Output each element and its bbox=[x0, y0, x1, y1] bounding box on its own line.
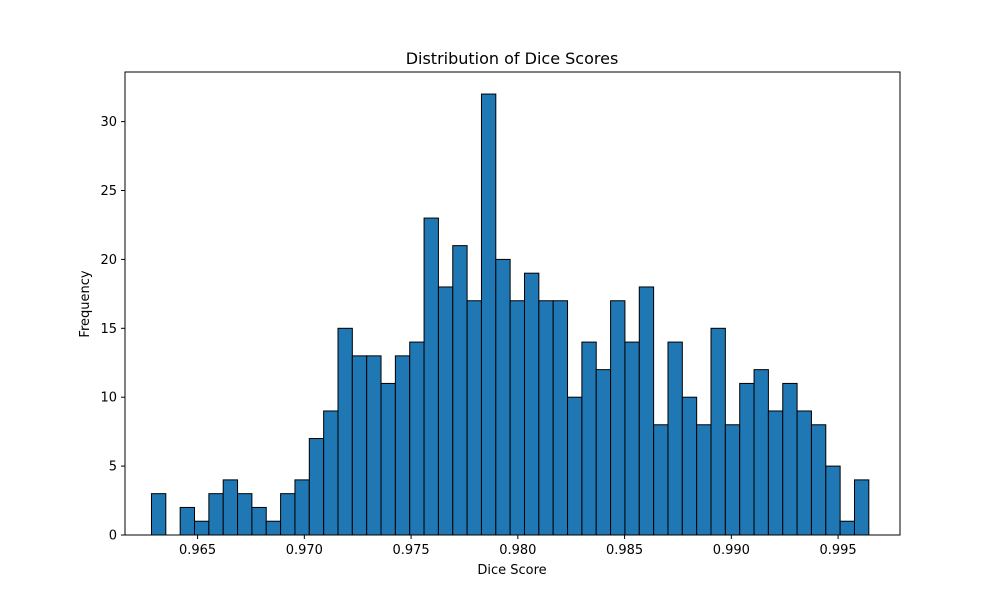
y-tick-label: 0 bbox=[109, 529, 117, 544]
y-tick-label: 5 bbox=[109, 460, 117, 475]
histogram-bar bbox=[739, 382, 755, 536]
histogram-bar bbox=[265, 520, 282, 536]
histogram-bar bbox=[653, 424, 669, 536]
histogram-bar bbox=[724, 424, 741, 536]
histogram-bar bbox=[567, 396, 583, 536]
y-tick-label: 20 bbox=[100, 253, 117, 268]
histogram-bar bbox=[380, 382, 396, 536]
histogram-bar bbox=[237, 493, 253, 536]
histogram-bar bbox=[179, 506, 196, 536]
x-tick-label: 0.990 bbox=[713, 543, 750, 558]
histogram-bar bbox=[351, 355, 368, 536]
x-tick-label: 0.985 bbox=[606, 543, 643, 558]
histogram-bar bbox=[150, 493, 167, 536]
histogram-bar bbox=[308, 438, 325, 536]
y-axis-label: Frequency bbox=[78, 270, 93, 337]
histogram-bar bbox=[280, 493, 296, 536]
histogram-bar bbox=[538, 300, 554, 536]
x-tick-label: 0.995 bbox=[819, 543, 856, 558]
histogram-bar bbox=[753, 369, 769, 536]
histogram-bar bbox=[782, 382, 798, 536]
histogram-bar bbox=[480, 93, 497, 536]
histogram-bar bbox=[452, 245, 468, 536]
histogram-bar bbox=[323, 410, 339, 536]
histogram-bar bbox=[194, 520, 210, 536]
histogram-bar bbox=[552, 300, 569, 536]
histogram-bar bbox=[710, 327, 726, 536]
histogram-bar bbox=[667, 341, 683, 536]
histogram-bar bbox=[294, 479, 310, 536]
histogram-bar bbox=[853, 479, 870, 536]
y-axis-ticks: 0 5 10 15 20 25 30 bbox=[100, 115, 125, 544]
histogram-bar bbox=[437, 286, 454, 536]
plot-area-frame bbox=[124, 71, 901, 536]
histogram-bar bbox=[839, 520, 855, 536]
histogram-bar bbox=[394, 355, 411, 536]
histogram-bar bbox=[581, 341, 597, 536]
y-tick-label: 25 bbox=[100, 184, 117, 199]
histogram-bar bbox=[466, 300, 482, 536]
x-axis-label: Dice Score bbox=[477, 563, 546, 578]
histogram-bar bbox=[595, 369, 612, 536]
x-tick-label: 0.975 bbox=[392, 543, 429, 558]
histogram-bar bbox=[810, 424, 827, 536]
histogram-bar bbox=[251, 506, 267, 536]
histogram-bar bbox=[610, 300, 626, 536]
x-tick-label: 0.970 bbox=[286, 543, 323, 558]
histogram-bar bbox=[523, 272, 540, 536]
histogram-bar bbox=[337, 327, 353, 536]
histogram-bar bbox=[495, 258, 511, 536]
histogram-bar bbox=[208, 493, 224, 536]
histogram-bar bbox=[696, 424, 712, 536]
histogram-bar bbox=[825, 465, 841, 536]
chart-title: Distribution of Dice Scores bbox=[406, 49, 619, 68]
y-tick-label: 15 bbox=[100, 322, 117, 337]
histogram-bar bbox=[638, 286, 655, 536]
histogram-bar bbox=[624, 341, 640, 536]
histogram-bar bbox=[423, 217, 439, 536]
histogram-bar bbox=[796, 410, 812, 536]
histogram-bar bbox=[509, 300, 525, 536]
histogram-bar bbox=[366, 355, 382, 536]
histogram-bar bbox=[222, 479, 239, 536]
histogram-bar bbox=[767, 410, 784, 536]
y-tick-label: 10 bbox=[100, 391, 117, 406]
x-tick-label: 0.980 bbox=[499, 543, 536, 558]
histogram-bar bbox=[409, 341, 425, 536]
y-tick-label: 30 bbox=[100, 115, 117, 130]
x-axis-ticks: 0.965 0.970 0.975 0.980 0.985 0.990 0.995 bbox=[179, 535, 857, 558]
histogram-bar bbox=[681, 396, 698, 536]
x-tick-label: 0.965 bbox=[179, 543, 216, 558]
